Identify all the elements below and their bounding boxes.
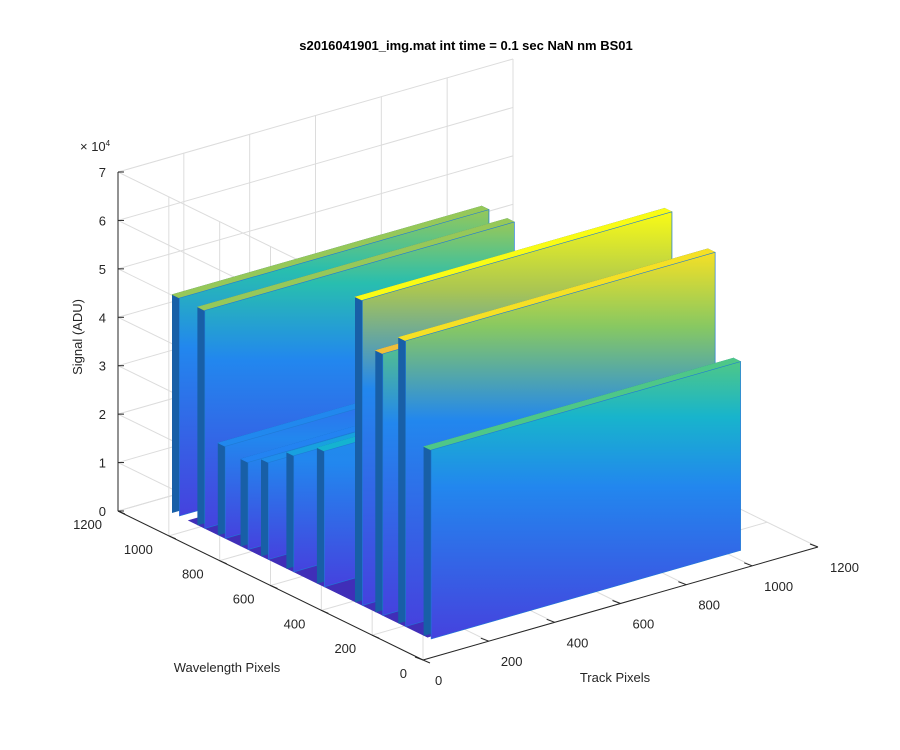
y-tick — [371, 634, 380, 639]
x-tick — [678, 581, 687, 586]
x-tick — [743, 562, 753, 567]
x-tick-label: 1200 — [830, 560, 859, 575]
x-tick — [612, 600, 621, 604]
x-tick-label: 200 — [501, 654, 523, 669]
y-tick-label: 1200 — [73, 517, 102, 532]
y-tick — [117, 510, 126, 515]
x-axis-label: Track Pixels — [580, 670, 651, 685]
x-tick-label: 0 — [435, 673, 442, 688]
z-tick-label: 0 — [99, 504, 106, 519]
y-tick-label: 400 — [284, 616, 306, 631]
y-tick-label: 1000 — [124, 542, 153, 557]
y-tick — [321, 609, 329, 614]
surface-layer — [171, 205, 742, 640]
z-tick-label: 1 — [99, 456, 106, 471]
x-tick-label: 800 — [698, 598, 720, 613]
x-tick — [414, 656, 424, 661]
y-tick — [422, 659, 431, 664]
x-tick-label: 400 — [567, 635, 589, 650]
y-tick — [219, 560, 227, 565]
x-tick — [546, 618, 555, 623]
grid-line — [117, 58, 514, 173]
z-tick-label: 4 — [99, 310, 106, 325]
z-tick-label: 6 — [99, 213, 106, 228]
y-tick — [270, 585, 278, 589]
z-tick-label: 2 — [99, 407, 106, 422]
x-tick-label: 600 — [633, 617, 655, 632]
z-axis-label: Signal (ADU) — [70, 299, 85, 375]
label-layer: s2016041901_img.mat int time = 0.1 sec N… — [70, 38, 859, 688]
z-exponent-label: × 104 — [80, 139, 111, 154]
z-tick-label: 3 — [99, 359, 106, 374]
y-tick-label: 0 — [400, 666, 407, 681]
y-tick-label: 800 — [182, 567, 204, 582]
y-tick-label: 200 — [334, 641, 356, 656]
z-tick-label: 5 — [99, 262, 106, 277]
grid-line — [117, 106, 514, 221]
y-tick — [168, 535, 177, 540]
axis-layer — [117, 171, 819, 664]
spectral-line-front — [430, 361, 741, 640]
x-tick — [809, 543, 819, 548]
y-axis-label: Wavelength Pixels — [174, 660, 281, 675]
chart-title: s2016041901_img.mat int time = 0.1 sec N… — [299, 38, 633, 53]
grid-line — [117, 155, 514, 270]
z-tick-label: 7 — [99, 165, 106, 180]
y-tick-label: 600 — [233, 592, 255, 607]
x-tick — [480, 637, 490, 642]
x-tick-label: 1000 — [764, 579, 793, 594]
